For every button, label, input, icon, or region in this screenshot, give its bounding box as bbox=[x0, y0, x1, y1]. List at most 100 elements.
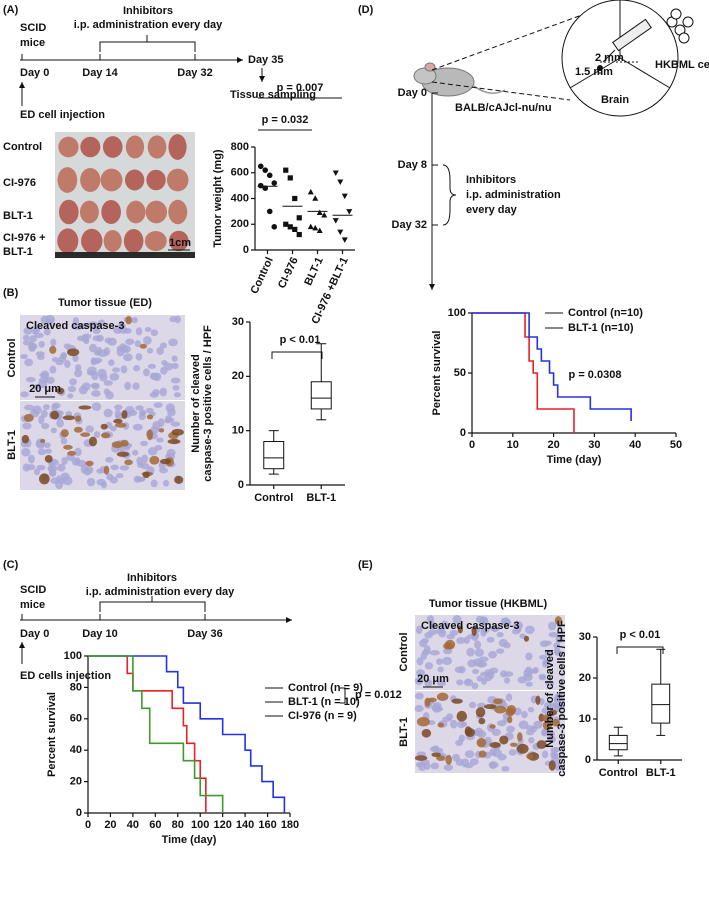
stained-cell bbox=[85, 460, 94, 467]
nucleus bbox=[56, 419, 64, 428]
stained-cell bbox=[437, 722, 445, 728]
point bbox=[296, 231, 302, 238]
nucleus bbox=[480, 627, 490, 634]
y-tick-label: 30 bbox=[232, 316, 244, 328]
box bbox=[310, 381, 332, 410]
nucleus bbox=[146, 347, 154, 354]
nucleus bbox=[554, 761, 561, 771]
stained-cell bbox=[103, 465, 110, 475]
inhibitors: Inhibitors bbox=[127, 572, 177, 584]
point bbox=[287, 175, 293, 181]
scale-label: 20 μm bbox=[29, 383, 61, 395]
stained-cell bbox=[436, 755, 445, 761]
nucleus bbox=[455, 758, 464, 766]
nucleus bbox=[144, 327, 152, 333]
stained-cell bbox=[542, 720, 553, 731]
nucleus bbox=[469, 758, 479, 766]
row-label: BLT-1 bbox=[3, 246, 33, 258]
nucleus bbox=[171, 355, 178, 362]
nucleus bbox=[167, 408, 176, 417]
nucleus bbox=[414, 704, 424, 713]
y-axis-label: Tumor weight (mg) bbox=[212, 149, 224, 248]
stained-cell bbox=[516, 732, 523, 742]
x-tick-label: 120 bbox=[213, 819, 231, 831]
nucleus bbox=[40, 315, 50, 325]
nucleus bbox=[525, 666, 533, 675]
nucleus bbox=[123, 353, 133, 362]
nucleus bbox=[525, 725, 535, 732]
stained-cell bbox=[478, 750, 487, 758]
tumor bbox=[79, 200, 99, 224]
annotation: p < 0.01 bbox=[620, 629, 661, 641]
nucleus bbox=[93, 357, 103, 363]
nucleus bbox=[40, 370, 50, 380]
stained-cell bbox=[554, 616, 562, 626]
nucleus bbox=[555, 635, 564, 644]
nucleus bbox=[72, 317, 80, 326]
nucleus bbox=[115, 473, 124, 479]
nucleus bbox=[91, 390, 101, 397]
x-tick-label: 60 bbox=[149, 819, 161, 831]
nucleus bbox=[491, 728, 501, 737]
stained-cell bbox=[436, 692, 449, 702]
organ-label: Brain bbox=[601, 94, 629, 106]
nucleus bbox=[62, 476, 73, 486]
stained-cell bbox=[50, 410, 60, 420]
row-label: Control bbox=[6, 338, 18, 377]
micrograph-title: Tumor tissue (ED) bbox=[58, 297, 152, 309]
nucleus bbox=[91, 402, 102, 411]
nucleus bbox=[114, 404, 123, 411]
x-tick-label: Control bbox=[248, 255, 275, 296]
nucleus bbox=[105, 456, 114, 463]
stained-cell bbox=[124, 459, 133, 466]
y-tick-label: 40 bbox=[70, 744, 82, 756]
panel-label: (B) bbox=[3, 287, 19, 299]
nucleus bbox=[135, 327, 143, 336]
mouse-ear bbox=[424, 62, 436, 72]
y-tick-label: 0 bbox=[76, 807, 82, 819]
tumor bbox=[80, 167, 101, 193]
x-tick-label: 20 bbox=[104, 819, 116, 831]
nucleus bbox=[437, 666, 444, 673]
stained-cell bbox=[414, 755, 428, 761]
stained-cell bbox=[493, 698, 503, 705]
point bbox=[271, 224, 278, 230]
nucleus bbox=[150, 372, 160, 381]
y-tick-label: 0 bbox=[238, 479, 244, 491]
nucleus bbox=[472, 668, 480, 675]
day-label: Day 36 bbox=[187, 628, 222, 640]
nucleus bbox=[415, 625, 423, 635]
y-tick-label: 10 bbox=[579, 713, 591, 725]
point bbox=[312, 195, 319, 201]
x-tick-label: CI-976 bbox=[276, 255, 301, 290]
survival-curve bbox=[88, 655, 224, 813]
tumor bbox=[126, 200, 146, 224]
y-tick-label: 20 bbox=[232, 370, 244, 382]
ruler bbox=[55, 252, 195, 258]
nucleus bbox=[548, 631, 558, 638]
nucleus bbox=[452, 615, 462, 624]
nucleus bbox=[502, 717, 509, 723]
point bbox=[257, 163, 264, 170]
stained-cell bbox=[489, 724, 496, 729]
nucleus bbox=[64, 360, 71, 368]
nucleus bbox=[34, 332, 44, 339]
point bbox=[337, 179, 344, 185]
nucleus bbox=[538, 673, 546, 680]
x-tick-label: 10 bbox=[507, 439, 519, 451]
tumor bbox=[100, 168, 123, 192]
point bbox=[257, 182, 264, 189]
nucleus bbox=[81, 333, 89, 343]
stained-cell bbox=[541, 714, 552, 722]
point bbox=[271, 180, 278, 186]
zoom-lines bbox=[431, 11, 591, 101]
strain-label: BALB/cAJcl-nu/nu bbox=[455, 102, 552, 114]
x-tick-label: BLT-1 bbox=[646, 767, 676, 779]
nucleus bbox=[103, 380, 114, 386]
micrograph-title: Tumor tissue (HKBML) bbox=[429, 598, 548, 610]
nucleus bbox=[120, 365, 128, 374]
stained-cell bbox=[88, 436, 98, 447]
nucleus bbox=[38, 415, 45, 425]
nucleus bbox=[108, 359, 115, 366]
nucleus bbox=[501, 765, 510, 772]
